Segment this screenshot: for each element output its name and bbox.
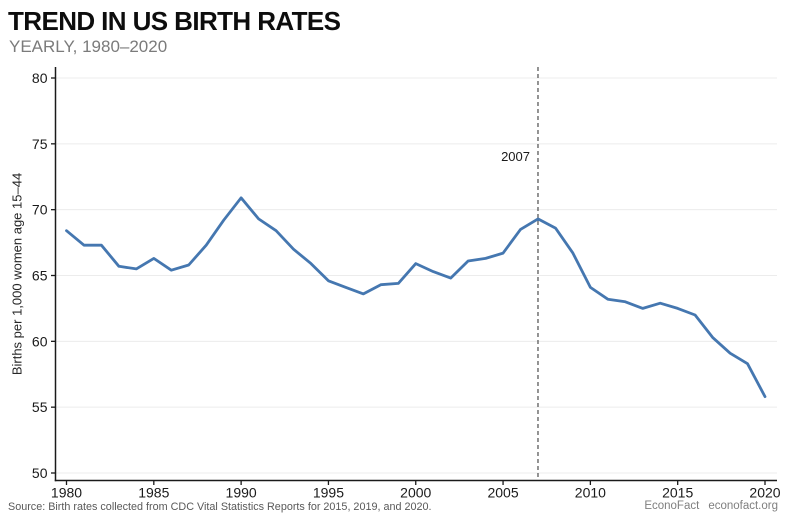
- x-tick-label: 2010: [575, 485, 606, 501]
- brand-name: EconoFact: [644, 500, 700, 512]
- y-tick-label: 70: [32, 202, 48, 218]
- y-tick-label: 50: [32, 465, 48, 481]
- data-line: [65, 196, 767, 399]
- y-tick-label: 75: [32, 136, 48, 152]
- y-axis-title: Births per 1,000 women age 15–44: [9, 172, 25, 376]
- x-tick-label: 1990: [226, 485, 257, 501]
- brand-url: econofact.org: [708, 500, 778, 512]
- y-tick-label: 55: [32, 399, 48, 415]
- x-tick-label: 2020: [749, 485, 780, 501]
- x-tick-label: 1995: [313, 485, 344, 501]
- x-tick-label: 1985: [138, 485, 169, 501]
- source-note: Source: Birth rates collected from CDC V…: [8, 501, 432, 513]
- x-tick-label: 2015: [662, 485, 693, 501]
- annotation-2007-label: 2007: [501, 149, 530, 164]
- y-tick-label: 65: [32, 268, 48, 284]
- x-tick-label: 1980: [51, 485, 82, 501]
- chart-subtitle: YEARLY, 1980–2020: [9, 37, 168, 56]
- attribution: EconoFact econofact.org: [644, 500, 778, 512]
- y-tick-label: 60: [32, 333, 48, 349]
- y-tick-label: 80: [32, 70, 48, 86]
- x-tick-label: 2005: [487, 485, 518, 501]
- x-tick-label: 2000: [400, 485, 431, 501]
- chart-title: TREND IN US BIRTH RATES: [8, 6, 341, 36]
